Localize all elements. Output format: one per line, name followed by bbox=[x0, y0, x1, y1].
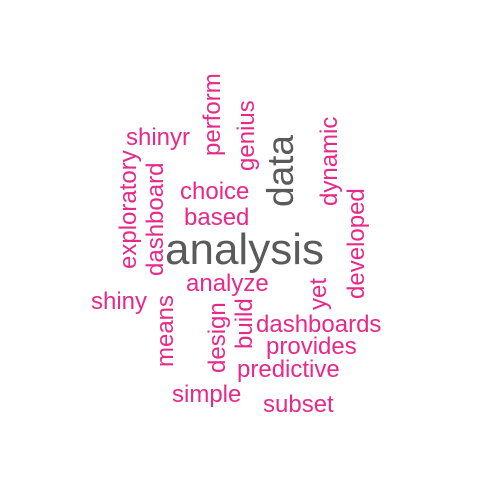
word-exploratory: exploratory bbox=[115, 150, 142, 269]
word-dashboards: dashboards bbox=[256, 311, 382, 338]
word-simple: simple bbox=[172, 381, 242, 408]
word-based: based bbox=[184, 204, 250, 231]
word-shiny: shiny bbox=[91, 288, 148, 315]
word-data: data bbox=[260, 134, 301, 207]
word-yet: yet bbox=[305, 277, 332, 310]
word-provides: provides bbox=[266, 333, 357, 360]
word-choice: choice bbox=[180, 178, 250, 205]
word-shinyr: shinyr bbox=[126, 124, 191, 151]
word-build: build bbox=[231, 298, 258, 349]
word-design: design bbox=[204, 302, 231, 373]
word-predictive: predictive bbox=[237, 356, 340, 383]
word-developed: developed bbox=[343, 188, 370, 299]
word-analysis: analysis bbox=[165, 225, 324, 274]
word-perform: perform bbox=[199, 73, 226, 156]
word-genius: genius bbox=[233, 100, 260, 171]
word-subset: subset bbox=[263, 391, 334, 418]
word-dynamic: dynamic bbox=[316, 116, 343, 206]
word-dashboard: dashboard bbox=[142, 162, 169, 276]
word-means: means bbox=[152, 294, 179, 367]
word-analyze: analyze bbox=[186, 270, 269, 297]
